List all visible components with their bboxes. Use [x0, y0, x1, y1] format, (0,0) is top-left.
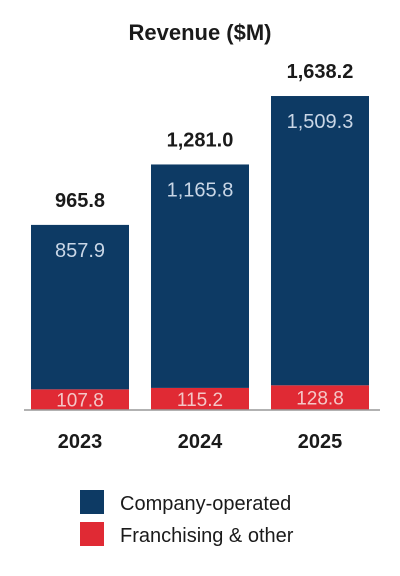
legend-swatch-franchising [80, 522, 104, 546]
legend-label-company-operated: Company-operated [120, 493, 291, 515]
x-tick-label-2024: 2024 [178, 431, 223, 453]
x-tick-label-2025: 2025 [298, 431, 343, 453]
labels-group: 107.8 857.9 965.8 2023 115.2 1,165.8 1,281.0 20… [55, 61, 353, 453]
label-company-operated-2024: 1,165.8 [167, 179, 234, 201]
bar-franchising-2024 [151, 387, 249, 410]
label-franchising-2025: 128.8 [296, 389, 344, 410]
bar-franchising-2023 [31, 389, 129, 410]
legend-swatch-company-operated [80, 490, 104, 514]
label-company-operated-2023: 857.9 [55, 240, 105, 262]
bars-group [31, 96, 369, 410]
label-total-2025: 1,638.2 [287, 61, 354, 83]
label-franchising-2024: 115.2 [177, 390, 223, 411]
bar-company-operated-2023 [31, 224, 129, 390]
label-total-2024: 1,281.0 [167, 129, 234, 151]
bar-company-operated-2024 [151, 164, 249, 388]
label-company-operated-2025: 1,509.3 [287, 111, 354, 133]
chart-title: Revenue ($M) [128, 20, 271, 45]
label-franchising-2023: 107.8 [56, 391, 104, 412]
label-total-2023: 965.8 [55, 190, 105, 212]
bar-company-operated-2025 [271, 96, 369, 386]
legend-label-franchising: Franchising & other [120, 525, 294, 547]
bar-franchising-2025 [271, 385, 369, 410]
x-tick-label-2023: 2023 [58, 431, 103, 453]
legend: Company-operated Franchising & other [80, 490, 294, 547]
